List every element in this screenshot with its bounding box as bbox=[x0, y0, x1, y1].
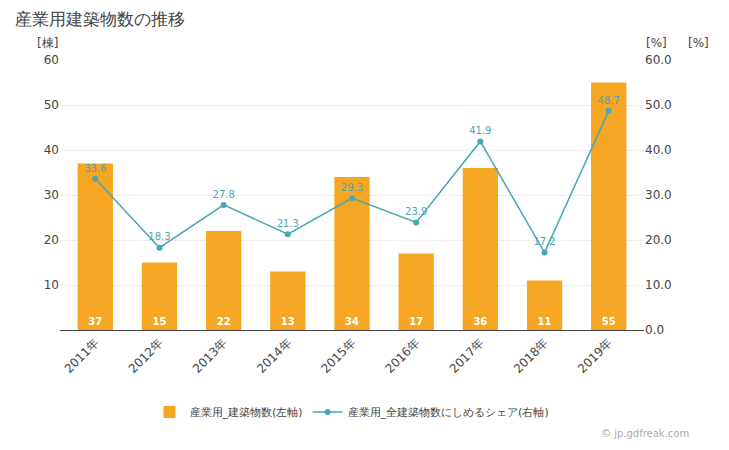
svg-text:30.0: 30.0 bbox=[645, 188, 672, 202]
svg-text:2019年: 2019年 bbox=[575, 336, 615, 376]
svg-text:21.3: 21.3 bbox=[277, 218, 299, 229]
svg-text:© jp.gdfreak.com: © jp.gdfreak.com bbox=[601, 428, 689, 439]
svg-text:30: 30 bbox=[44, 188, 59, 202]
svg-text:13: 13 bbox=[281, 316, 295, 327]
svg-text:48.7: 48.7 bbox=[598, 95, 620, 106]
svg-text:2014年: 2014年 bbox=[254, 336, 294, 376]
svg-text:40: 40 bbox=[44, 143, 59, 157]
svg-text:34: 34 bbox=[345, 316, 359, 327]
svg-text:2015年: 2015年 bbox=[318, 336, 358, 376]
svg-text:20.0: 20.0 bbox=[645, 233, 672, 247]
svg-text:50: 50 bbox=[44, 98, 59, 112]
svg-text:2017年: 2017年 bbox=[447, 336, 487, 376]
svg-text:27.8: 27.8 bbox=[213, 189, 235, 200]
svg-text:[棟]: [棟] bbox=[37, 36, 58, 50]
svg-text:[%]: [%] bbox=[688, 36, 709, 50]
svg-text:17: 17 bbox=[409, 316, 423, 327]
svg-text:22: 22 bbox=[217, 316, 231, 327]
svg-text:11: 11 bbox=[538, 316, 552, 327]
svg-text:23.9: 23.9 bbox=[405, 206, 427, 217]
svg-text:37: 37 bbox=[88, 316, 102, 327]
svg-text:20: 20 bbox=[44, 233, 59, 247]
svg-text:41.9: 41.9 bbox=[469, 125, 491, 136]
svg-text:60.0: 60.0 bbox=[645, 53, 672, 67]
svg-text:2018年: 2018年 bbox=[511, 336, 551, 376]
svg-text:50.0: 50.0 bbox=[645, 98, 672, 112]
svg-text:10: 10 bbox=[44, 278, 59, 292]
svg-text:2013年: 2013年 bbox=[190, 336, 230, 376]
svg-text:15: 15 bbox=[152, 316, 166, 327]
svg-text:[%]: [%] bbox=[646, 36, 667, 50]
svg-text:10.0: 10.0 bbox=[645, 278, 672, 292]
svg-text:2012年: 2012年 bbox=[126, 336, 166, 376]
svg-text:2016年: 2016年 bbox=[383, 336, 423, 376]
svg-text:産業用_全建築物数にしめるシェア(右軸): 産業用_全建築物数にしめるシェア(右軸) bbox=[348, 406, 549, 419]
svg-text:産業用_建築物数(左軸): 産業用_建築物数(左軸) bbox=[190, 406, 303, 419]
svg-text:0.0: 0.0 bbox=[645, 323, 664, 337]
svg-text:60: 60 bbox=[44, 53, 59, 67]
svg-text:40.0: 40.0 bbox=[645, 143, 672, 157]
svg-text:2011年: 2011年 bbox=[62, 336, 102, 376]
svg-text:36: 36 bbox=[473, 316, 487, 327]
svg-text:33.6: 33.6 bbox=[84, 163, 106, 174]
svg-text:18.3: 18.3 bbox=[148, 231, 170, 242]
svg-text:55: 55 bbox=[602, 316, 616, 327]
svg-text:産業用建築物数の推移: 産業用建築物数の推移 bbox=[15, 9, 185, 29]
svg-text:29.3: 29.3 bbox=[341, 182, 363, 193]
svg-text:17.2: 17.2 bbox=[533, 236, 555, 247]
